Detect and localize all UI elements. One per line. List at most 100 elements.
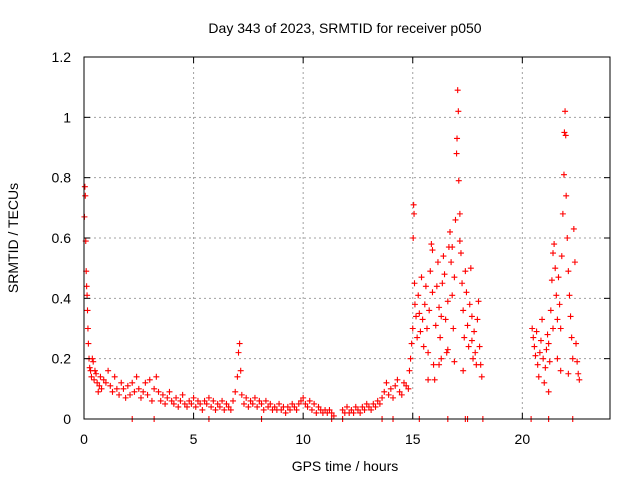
data-point (441, 271, 448, 278)
data-point (245, 403, 252, 410)
data-point (472, 349, 479, 356)
data-point (453, 150, 460, 157)
data-point (97, 373, 104, 380)
data-point (462, 268, 469, 275)
y-tick-label: 0.2 (52, 351, 72, 367)
data-point (421, 301, 428, 308)
data-point (93, 370, 100, 377)
data-point (84, 307, 91, 314)
data-point (456, 238, 463, 245)
data-point (550, 250, 557, 257)
data-point (249, 400, 256, 407)
data-point (326, 406, 333, 413)
data-point (470, 355, 477, 362)
data-point (437, 334, 444, 341)
data-point (410, 201, 417, 208)
data-point (571, 259, 578, 266)
data-point (562, 108, 569, 115)
data-point (476, 343, 483, 350)
data-point (459, 280, 466, 287)
data-point (531, 343, 538, 350)
data-point (534, 361, 541, 368)
data-point (278, 406, 285, 413)
data-point (192, 403, 199, 410)
data-point (551, 241, 558, 248)
data-point (94, 379, 101, 386)
data-point (267, 400, 274, 407)
data-point (313, 409, 320, 416)
data-point (440, 253, 447, 260)
data-point (127, 391, 134, 398)
data-point (554, 355, 561, 362)
data-point (339, 406, 346, 413)
data-point (562, 132, 569, 139)
data-point (405, 385, 412, 392)
data-point (533, 328, 540, 335)
data-point (540, 355, 547, 362)
data-point (177, 397, 184, 404)
data-point (284, 403, 291, 410)
data-point (225, 403, 232, 410)
data-point (423, 325, 430, 332)
data-point (159, 391, 166, 398)
data-point (447, 228, 454, 235)
data-point (265, 403, 272, 410)
data-point (564, 235, 571, 241)
data-point (471, 328, 478, 335)
data-point (561, 129, 568, 136)
data-point (442, 316, 449, 323)
data-point (461, 334, 468, 341)
data-point (84, 325, 91, 332)
data-point (550, 325, 557, 332)
data-point (444, 346, 451, 353)
data-point (433, 283, 440, 290)
data-point (460, 367, 467, 374)
data-point (552, 265, 559, 272)
data-point (227, 406, 234, 413)
data-point (100, 376, 107, 383)
data-point (407, 355, 414, 362)
data-point (236, 340, 243, 347)
data-point (357, 409, 364, 416)
data-point (475, 298, 482, 305)
data-point (352, 403, 359, 410)
data-point (88, 373, 95, 380)
data-point (354, 406, 361, 413)
data-point (400, 379, 407, 386)
data-point (450, 325, 457, 332)
data-point (542, 364, 549, 371)
data-point (449, 244, 456, 251)
data-point (535, 373, 542, 380)
data-point (295, 400, 302, 407)
data-point (466, 301, 473, 308)
data-point (573, 340, 580, 347)
data-point (197, 400, 204, 407)
data-point (474, 316, 481, 323)
plot-frame (83, 56, 611, 420)
data-point (315, 403, 322, 410)
data-point (201, 397, 208, 404)
data-point (557, 367, 564, 374)
data-point (164, 394, 171, 401)
data-point (565, 268, 572, 275)
data-point (297, 397, 304, 404)
data-point (537, 337, 544, 344)
data-point (151, 385, 158, 392)
data-point (416, 310, 423, 317)
data-point (436, 304, 443, 311)
data-point (238, 391, 245, 398)
data-point (553, 292, 560, 299)
data-point (560, 171, 567, 178)
data-point (563, 192, 570, 199)
data-point (451, 274, 458, 281)
data-point (98, 385, 105, 392)
data-point (477, 361, 484, 368)
data-point (210, 397, 217, 404)
data-point (436, 361, 443, 368)
data-point (116, 391, 123, 398)
data-point (419, 316, 426, 323)
data-point (95, 388, 102, 395)
data-point (82, 192, 89, 199)
data-point (415, 292, 422, 299)
x-tick-label: 5 (190, 431, 198, 447)
